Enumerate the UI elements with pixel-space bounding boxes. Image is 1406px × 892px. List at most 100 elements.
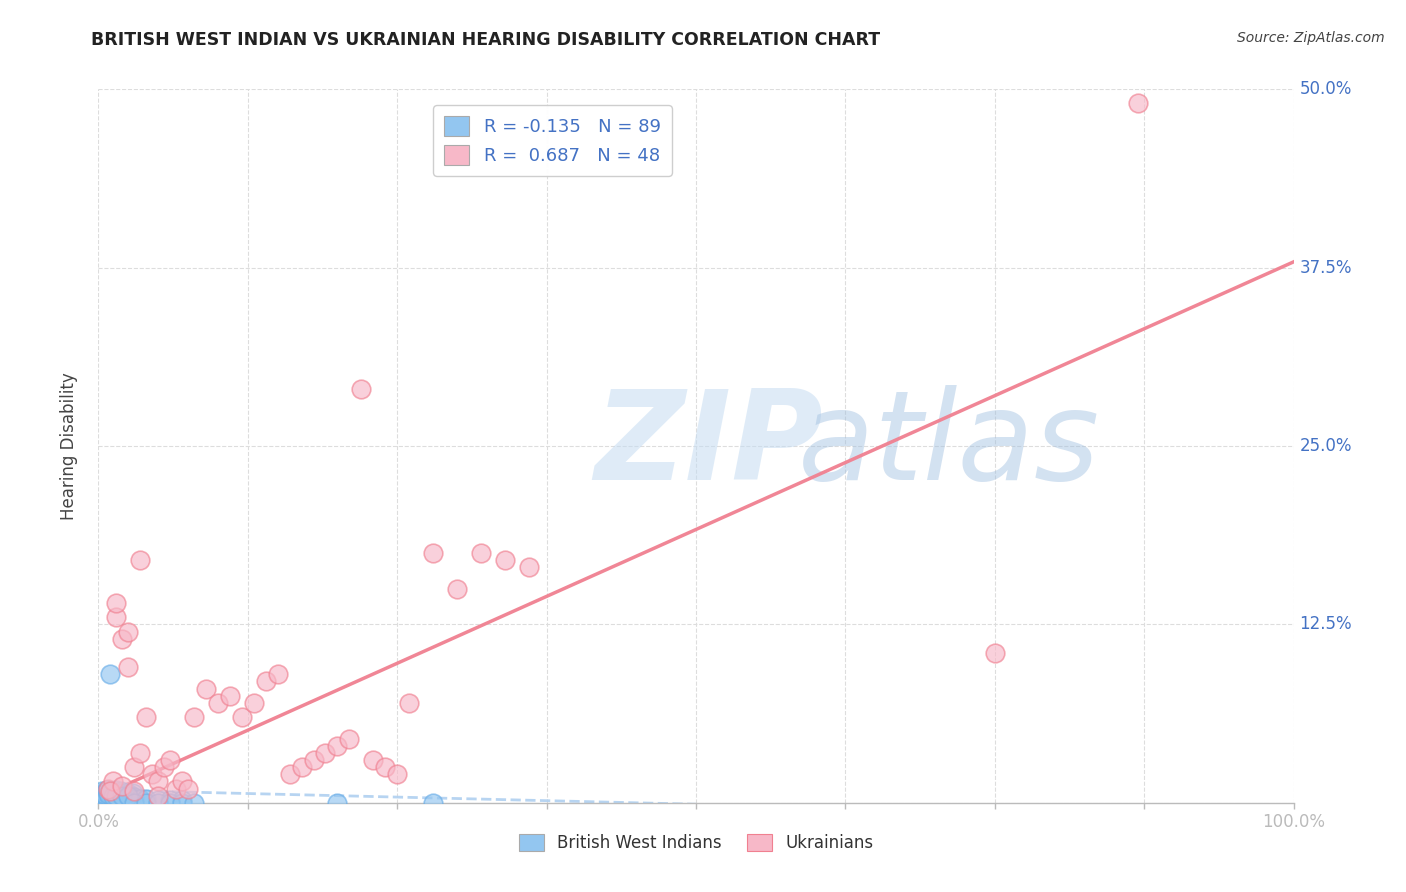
- Point: [385, 767, 409, 781]
- Point: [165, 781, 187, 796]
- Point: [111, 790, 134, 805]
- Point: [110, 786, 132, 800]
- Point: [91, 786, 114, 800]
- Point: [103, 789, 125, 803]
- Point: [114, 791, 136, 805]
- Point: [135, 796, 157, 810]
- Point: [100, 787, 122, 801]
- Point: [107, 790, 129, 805]
- Text: BRITISH WEST INDIAN VS UKRAINIAN HEARING DISABILITY CORRELATION CHART: BRITISH WEST INDIAN VS UKRAINIAN HEARING…: [91, 31, 880, 49]
- Point: [183, 796, 205, 810]
- Point: [494, 553, 516, 567]
- Point: [984, 646, 1007, 660]
- Point: [98, 784, 122, 798]
- Point: [107, 787, 129, 801]
- Point: [91, 791, 114, 805]
- Point: [363, 753, 385, 767]
- Point: [124, 790, 146, 805]
- Point: [93, 787, 115, 801]
- Point: [291, 760, 314, 774]
- Point: [98, 791, 122, 805]
- Point: [350, 382, 373, 396]
- Point: [93, 791, 115, 805]
- Point: [97, 789, 120, 803]
- Point: [446, 582, 468, 596]
- Point: [470, 546, 492, 560]
- Point: [195, 681, 218, 696]
- Point: [108, 790, 131, 805]
- Point: [315, 746, 337, 760]
- Legend: British West Indians, Ukrainians: British West Indians, Ukrainians: [512, 827, 880, 859]
- Point: [422, 546, 444, 560]
- Point: [96, 791, 118, 805]
- Point: [107, 791, 129, 805]
- Point: [91, 793, 114, 807]
- Point: [105, 791, 128, 805]
- Text: 25.0%: 25.0%: [1299, 437, 1353, 455]
- Point: [326, 739, 349, 753]
- Point: [117, 624, 139, 639]
- Point: [159, 793, 181, 807]
- Y-axis label: Hearing Disability: Hearing Disability: [59, 372, 77, 520]
- Point: [339, 731, 361, 746]
- Point: [104, 791, 127, 805]
- Point: [97, 793, 120, 807]
- Point: [129, 746, 152, 760]
- Point: [97, 789, 120, 803]
- Point: [159, 796, 181, 810]
- Point: [98, 790, 122, 805]
- Point: [97, 787, 120, 801]
- Point: [172, 793, 194, 807]
- Point: [207, 696, 229, 710]
- Point: [302, 753, 325, 767]
- Point: [135, 710, 157, 724]
- Point: [326, 796, 349, 810]
- Point: [115, 786, 138, 800]
- Point: [1128, 96, 1150, 111]
- Point: [117, 789, 139, 803]
- Point: [107, 793, 129, 807]
- Point: [111, 789, 134, 803]
- Point: [111, 793, 134, 807]
- Point: [96, 790, 118, 805]
- Point: [124, 796, 146, 810]
- Point: [115, 789, 138, 803]
- Point: [104, 786, 127, 800]
- Text: Source: ZipAtlas.com: Source: ZipAtlas.com: [1237, 31, 1385, 45]
- Point: [183, 710, 205, 724]
- Point: [172, 774, 194, 789]
- Text: 37.5%: 37.5%: [1299, 259, 1353, 277]
- Point: [110, 784, 132, 798]
- Point: [398, 696, 420, 710]
- Point: [422, 796, 444, 810]
- Point: [100, 784, 122, 798]
- Point: [97, 781, 120, 796]
- Point: [121, 789, 143, 803]
- Point: [172, 796, 194, 810]
- Point: [101, 774, 124, 789]
- Point: [111, 632, 134, 646]
- Point: [90, 789, 112, 803]
- Point: [114, 791, 136, 805]
- Point: [111, 789, 134, 803]
- Point: [243, 696, 266, 710]
- Point: [177, 781, 200, 796]
- Point: [111, 779, 134, 793]
- Point: [104, 789, 127, 803]
- Point: [98, 791, 121, 805]
- Point: [129, 553, 152, 567]
- Point: [101, 790, 124, 805]
- Point: [107, 786, 129, 800]
- Point: [103, 787, 125, 801]
- Point: [278, 767, 301, 781]
- Point: [98, 786, 121, 800]
- Point: [374, 760, 396, 774]
- Point: [94, 787, 117, 801]
- Point: [254, 674, 277, 689]
- Point: [120, 791, 142, 805]
- Point: [124, 791, 146, 805]
- Point: [98, 784, 121, 798]
- Point: [110, 789, 132, 803]
- Point: [103, 789, 125, 803]
- Point: [117, 791, 139, 805]
